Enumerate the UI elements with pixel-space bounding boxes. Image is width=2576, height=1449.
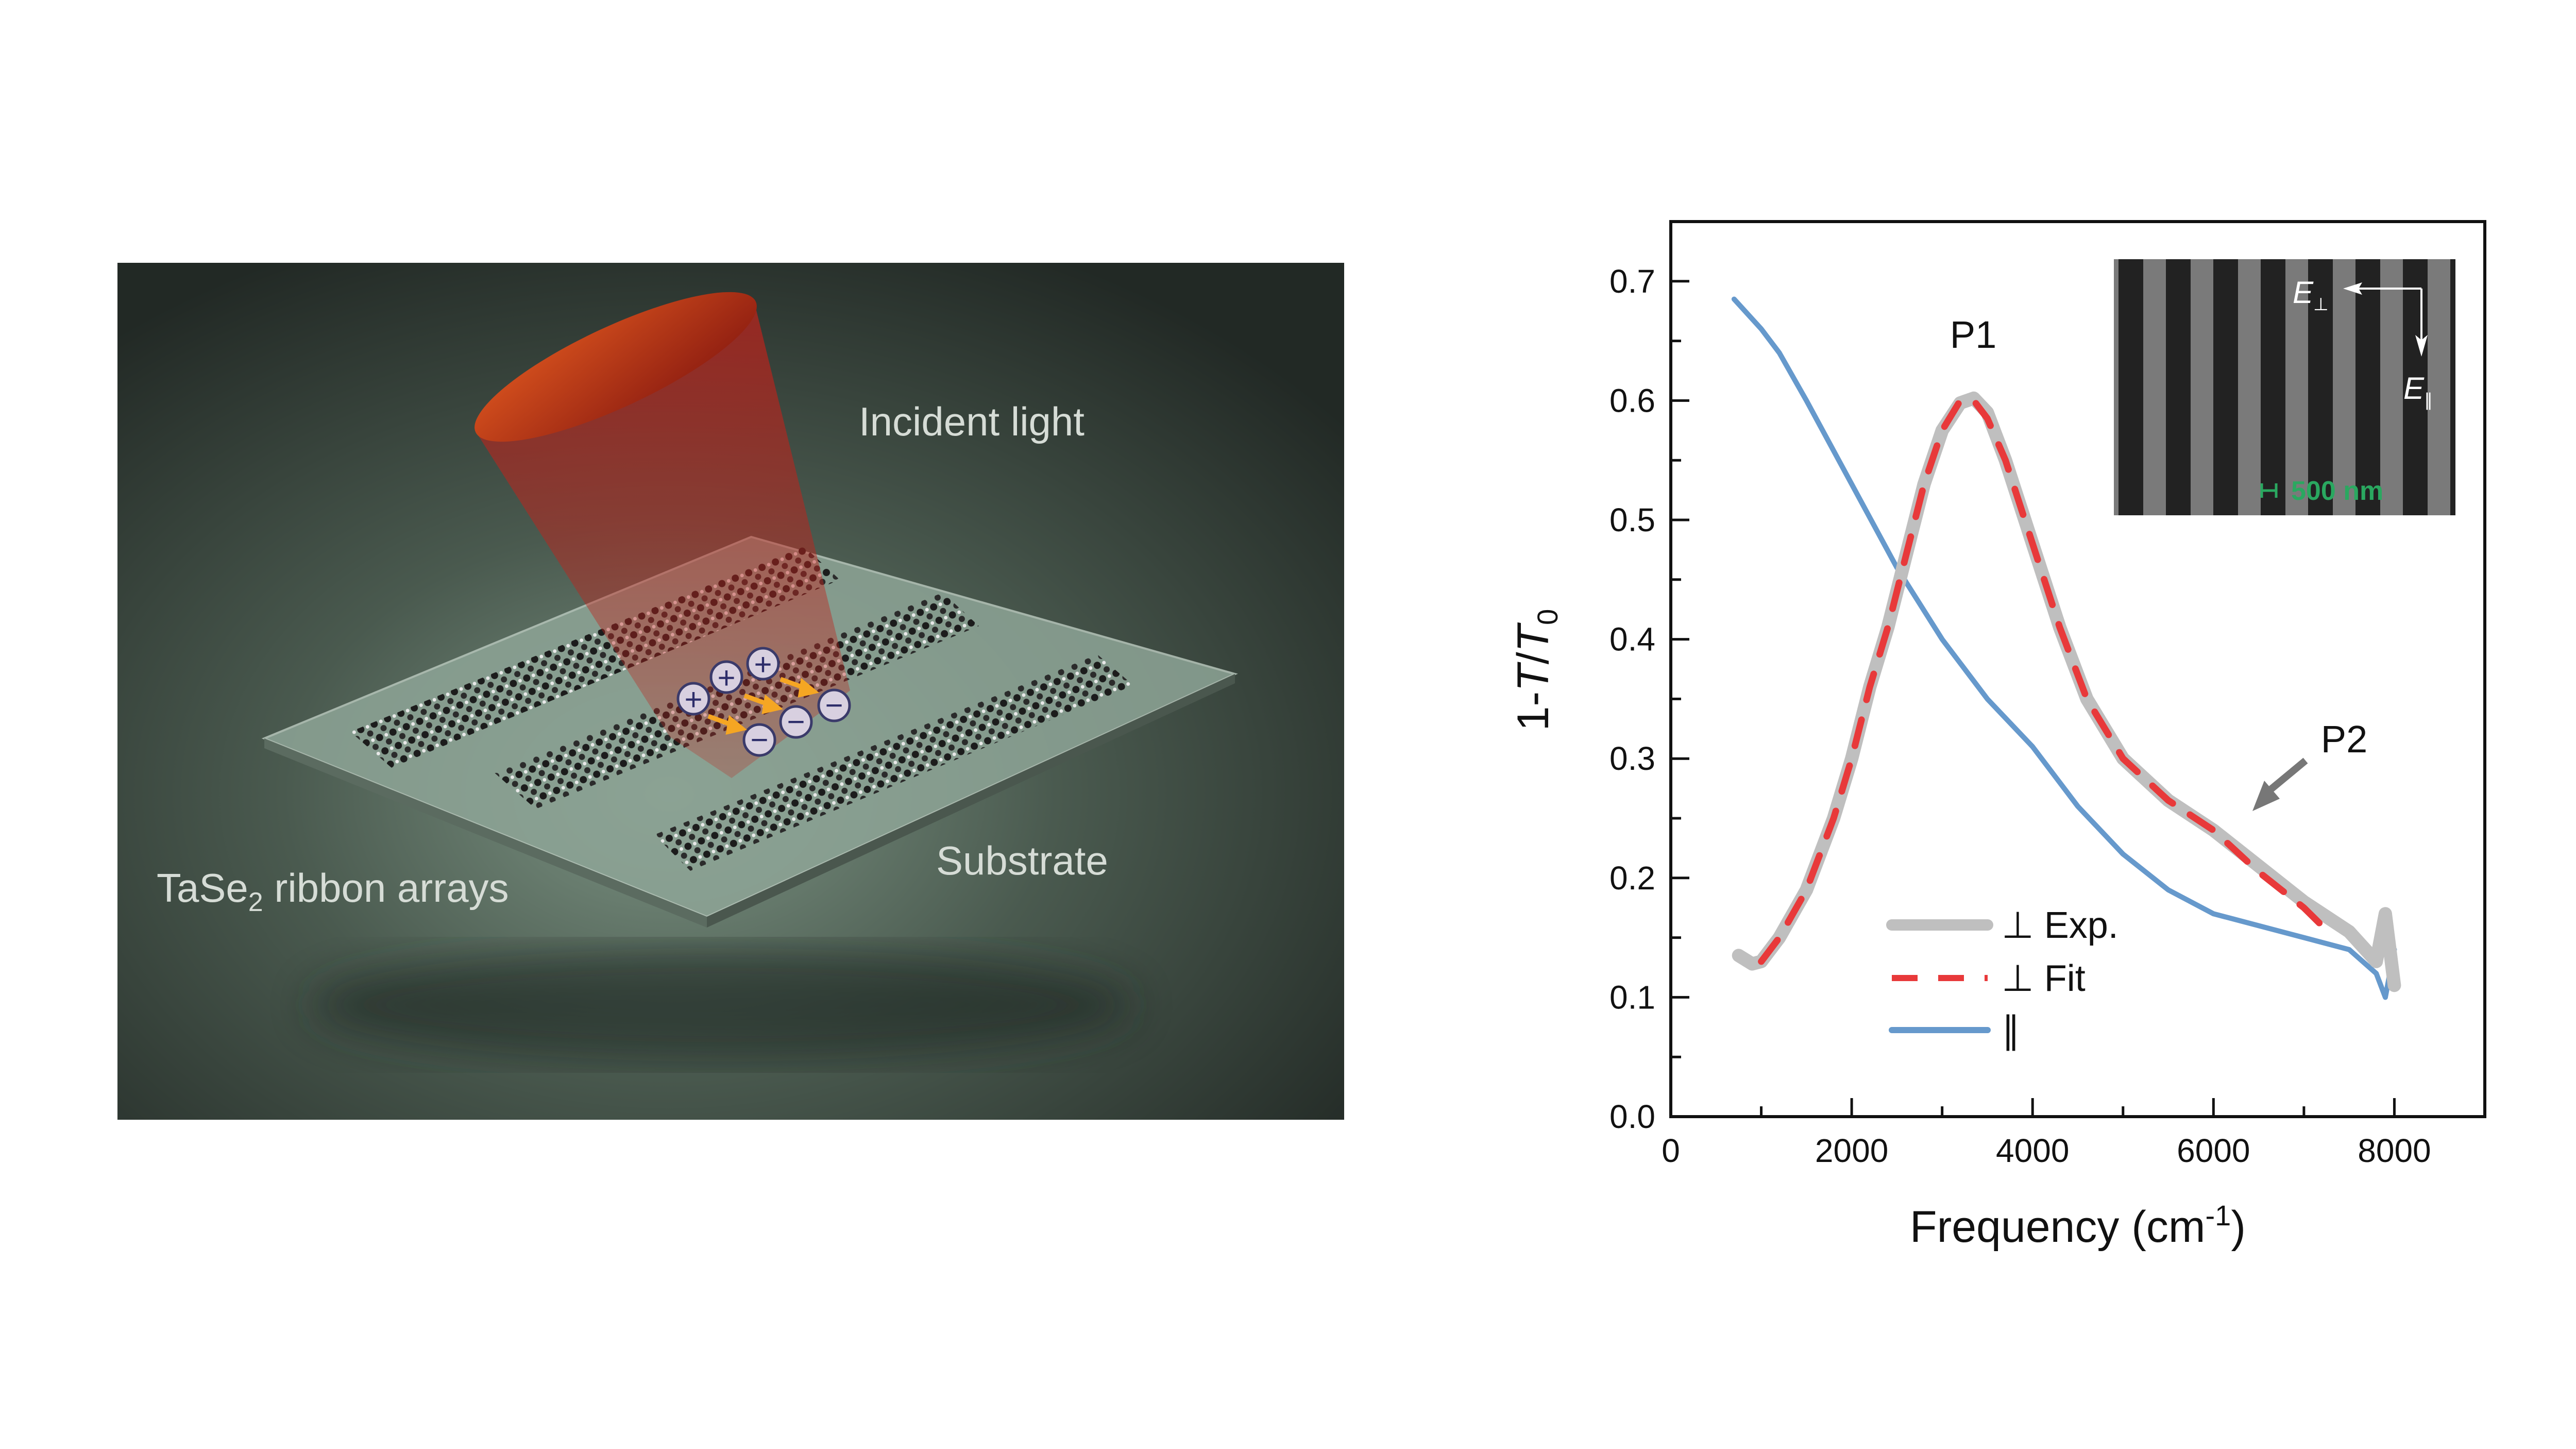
light-source-ellipse xyxy=(474,292,757,442)
x-axis-title: Frequency (cm-1) xyxy=(1910,1199,2246,1252)
y-axis-title: 1-T/T0 xyxy=(1509,609,1564,731)
series-group xyxy=(1731,296,2401,1000)
sem-inset: E⊥ E∥ 500 nm xyxy=(2114,259,2455,515)
minus-charge: − xyxy=(779,704,813,739)
y-tick-label: 0.1 xyxy=(1609,979,1655,1016)
plus-charge: + xyxy=(746,647,780,682)
plot-frame xyxy=(1669,220,2486,1118)
e-perp-label: E⊥ xyxy=(2293,275,2329,314)
substrate-edge xyxy=(264,738,707,928)
e-par-label: E∥ xyxy=(2403,371,2433,410)
series-line-fit xyxy=(1758,397,2326,965)
x-tick-label: 2000 xyxy=(1815,1132,1888,1169)
scale-bar-label: 500 nm xyxy=(2291,476,2383,506)
x-tick-label: 6000 xyxy=(2177,1132,2250,1169)
svg-text:+: + xyxy=(717,661,735,695)
svg-text:+: + xyxy=(684,682,702,717)
x-tick-label: 0 xyxy=(1662,1132,1680,1169)
incident-light-label: Incident light xyxy=(859,399,1084,444)
x-tick-label: 8000 xyxy=(2358,1132,2431,1169)
substrate-edge-right xyxy=(707,674,1235,928)
y-tick-label: 0.7 xyxy=(1609,263,1655,300)
substrate-shadow xyxy=(309,948,1133,1062)
x-tick-label: 4000 xyxy=(1996,1132,2069,1169)
illustration-panel: + + + − − − Incident light TaSe2 ribbon … xyxy=(117,263,1344,1120)
chart: 0 2000 4000 6000 8000 0.00.10.20.30.40.50.60… xyxy=(1509,220,2486,1252)
minus-charge: − xyxy=(817,688,851,722)
sem-image xyxy=(2114,259,2455,515)
y-tick-label: 0.2 xyxy=(1609,860,1655,897)
ribbon-arrays-label: TaSe2 ribbon arrays xyxy=(157,865,509,917)
y-tick-label: 0.0 xyxy=(1609,1098,1655,1135)
legend: ⊥ Exp. ⊥ Fit ∥ xyxy=(1886,905,2119,1051)
y-tick-label: 0.6 xyxy=(1609,382,1655,419)
ribbon-3 xyxy=(654,654,1133,871)
y-tick-labels: 0.0 0.1 0.2 0.3 0.4 0.5 0.6 0.7 xyxy=(1609,263,1655,1135)
x-tick-labels: 0 2000 4000 6000 8000 xyxy=(1662,1132,2431,1169)
legend-label-fit: ⊥ Fit xyxy=(2002,958,2086,999)
e-par-arrow xyxy=(2415,335,2428,357)
e-perp-arrow xyxy=(2343,282,2362,295)
charges: + + + − − − xyxy=(676,647,851,757)
svg-text:−: − xyxy=(787,704,805,739)
y-tick-label: 0.4 xyxy=(1609,621,1655,658)
legend-label-parallel: ∥ xyxy=(2002,1010,2020,1051)
svg-text:−: − xyxy=(750,722,768,757)
axis-ticks xyxy=(1671,280,2396,1117)
p2-arrow xyxy=(2252,757,2308,811)
minus-charge: − xyxy=(742,722,776,757)
plus-charge: + xyxy=(676,682,710,717)
y-tick-label: 0.3 xyxy=(1609,740,1655,777)
y-tick-label: 0.5 xyxy=(1609,501,1655,538)
annotation-p2: P2 xyxy=(2321,718,2368,761)
charge-arrows xyxy=(707,677,819,735)
scale-bar xyxy=(2260,483,2278,498)
plus-charge: + xyxy=(709,660,743,695)
svg-text:−: − xyxy=(825,688,843,722)
svg-text:+: + xyxy=(754,647,772,682)
legend-label-exp: ⊥ Exp. xyxy=(2002,905,2119,946)
annotation-p1: P1 xyxy=(1950,313,1997,356)
substrate-label: Substrate xyxy=(936,838,1108,883)
